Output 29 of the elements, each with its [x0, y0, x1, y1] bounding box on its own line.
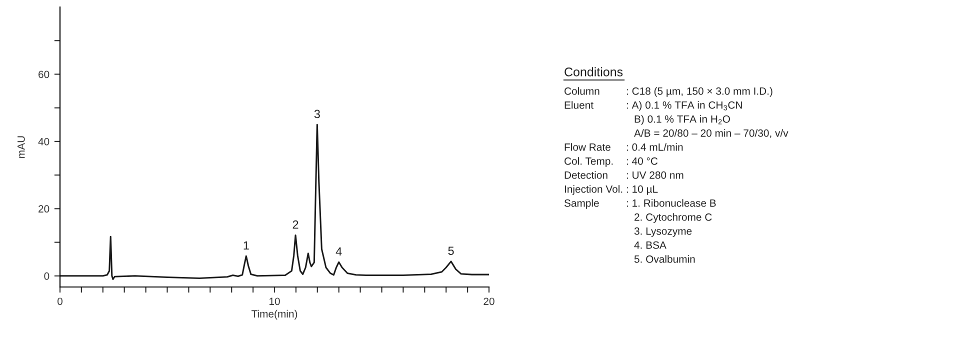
text: Col. Temp. : 40 °C: [564, 157, 658, 167]
text: 5. Ovalbumin: [634, 255, 695, 263]
y-axis-title: mAU: [18, 136, 25, 158]
text: Column : C18 (5 µm, 150 × 3.0 mm I.D.): [564, 87, 772, 97]
annotation: 4: [336, 247, 342, 256]
text: Detection : UV 280 nm: [564, 171, 684, 179]
text: Conditions: [564, 67, 623, 76]
text: 3. Lysozyme: [634, 227, 692, 237]
text: B) 0.1 % TFA in H$_{2}$O: [634, 115, 730, 125]
annotation: 3: [314, 110, 320, 118]
text: 4. BSA: [634, 241, 666, 249]
x-axis-title: Time(min): [251, 310, 298, 320]
annotation: 5: [448, 246, 454, 255]
y-tick-label: 40: [38, 138, 50, 146]
y-tick-label: 20: [38, 205, 50, 213]
text: Injection Vol. : 10 µL: [564, 185, 658, 195]
annotation: 2: [292, 220, 298, 229]
y-tick-label: 60: [38, 70, 50, 78]
line-series: [60, 124, 489, 280]
x-tick-label: 0: [58, 298, 62, 306]
text: Eluent : A) 0.1 % TFA in CH$_{3}$CN: [564, 101, 742, 111]
text: 2. Cytochrome C: [634, 213, 712, 223]
text: Sample : 1. Ribonuclease B: [564, 199, 716, 209]
annotation: 1: [244, 241, 249, 250]
x-tick-label: 20: [484, 298, 494, 306]
text: Flow Rate : 0.4 mL/min: [564, 143, 683, 151]
y-tick-label: 0: [44, 272, 50, 280]
text: A/B = 20/80 – 20 min – 70/30, v/v: [634, 129, 788, 138]
x-tick-label: 10: [270, 298, 280, 306]
